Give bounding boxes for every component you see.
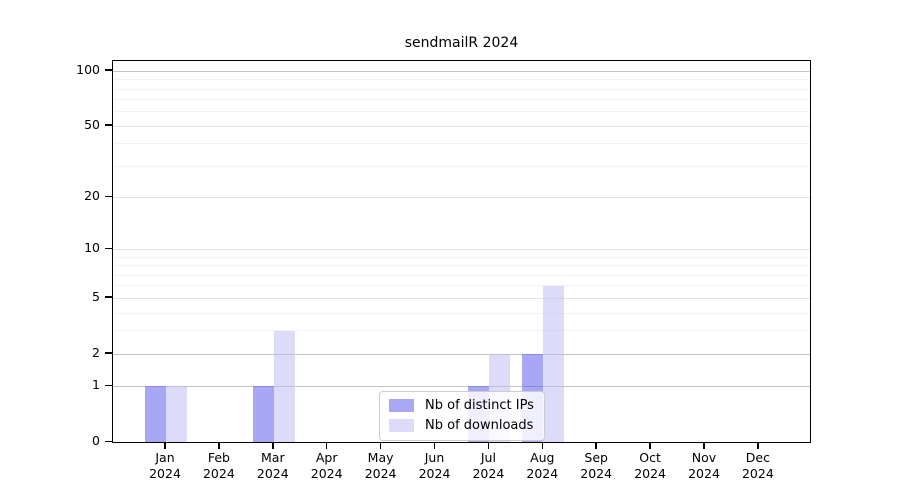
legend-item-distinct-ips: Nb of distinct IPs (389, 398, 534, 413)
gridline (113, 143, 810, 145)
gridline (113, 274, 810, 276)
gridline (113, 353, 810, 355)
legend-swatch-downloads (389, 419, 414, 432)
y-tick-label: 50 (84, 116, 100, 132)
y-tick-mark (105, 352, 112, 354)
x-tick-label: Dec 2024 (741, 450, 774, 481)
y-tick-mark (105, 69, 112, 71)
x-tick-mark (703, 443, 705, 449)
x-tick-label: Jan 2024 (149, 450, 181, 481)
x-tick-mark (433, 443, 436, 449)
y-tick-mark (105, 384, 112, 387)
gridline (113, 88, 810, 90)
gridline (113, 99, 810, 101)
x-tick-mark (325, 443, 328, 449)
x-tick-label: Nov 2024 (688, 450, 720, 481)
gridline (113, 125, 810, 127)
bar-nb-of-distinct-ips-jan (145, 386, 166, 442)
gridline (113, 197, 810, 199)
y-tick-mark (105, 195, 112, 198)
x-tick-label: Jul 2024 (472, 450, 505, 481)
gridline (113, 297, 810, 299)
gridline (113, 312, 810, 314)
x-tick-label: Sep 2024 (580, 450, 613, 481)
x-tick-label: May 2024 (364, 450, 397, 481)
legend-label-distinct-ips: Nb of distinct IPs (425, 398, 534, 413)
chart-title: sendmailR 2024 (404, 35, 519, 51)
y-tick-label: 20 (84, 188, 100, 204)
gridline (113, 79, 810, 81)
bar-nb-of-distinct-ips-mar (252, 386, 274, 442)
x-tick-mark (218, 443, 220, 449)
x-tick-label: Jun 2024 (418, 450, 451, 481)
x-tick-mark (487, 443, 490, 449)
gridline (113, 330, 810, 332)
bar-nb-of-downloads-aug (543, 285, 565, 442)
bar-nb-of-downloads-jan (166, 386, 187, 442)
legend: Nb of distinct IPs Nb of downloads (379, 391, 545, 441)
gridline (113, 70, 810, 72)
x-tick-mark (649, 443, 651, 449)
gridline (113, 285, 810, 287)
legend-swatch-distinct-ips (389, 399, 414, 412)
y-tick-label: 100 (76, 61, 100, 77)
plot-area: Nb of distinct IPs Nb of downloads (112, 60, 811, 443)
y-tick-mark (105, 440, 112, 442)
y-tick-label: 1 (92, 377, 100, 393)
gridline (113, 249, 810, 251)
y-tick-mark (105, 247, 112, 250)
legend-item-downloads: Nb of downloads (389, 418, 534, 433)
y-tick-label: 2 (92, 344, 100, 360)
x-tick-label: Feb 2024 (202, 450, 235, 481)
x-tick-mark (164, 443, 166, 449)
y-tick-label: 5 (92, 288, 100, 304)
gridline (113, 386, 810, 388)
x-tick-label: Aug 2024 (526, 450, 559, 481)
x-tick-mark (379, 443, 382, 449)
x-tick-mark (272, 443, 274, 449)
gridline (113, 165, 810, 167)
gridline (113, 111, 810, 113)
legend-label-downloads: Nb of downloads (425, 418, 534, 433)
y-tick-mark (105, 296, 112, 298)
bar-nb-of-downloads-mar (273, 330, 295, 442)
x-tick-mark (541, 443, 544, 449)
y-tick-label: 10 (84, 240, 100, 256)
x-tick-label: Mar 2024 (256, 450, 289, 481)
x-tick-mark (595, 443, 597, 449)
gridline (113, 265, 810, 267)
y-tick-mark (105, 124, 112, 126)
gridline (113, 256, 810, 258)
x-tick-label: Oct 2024 (634, 450, 666, 481)
y-tick-label: 0 (92, 433, 100, 448)
x-tick-label: Apr 2024 (310, 450, 343, 481)
x-tick-mark (757, 443, 759, 449)
